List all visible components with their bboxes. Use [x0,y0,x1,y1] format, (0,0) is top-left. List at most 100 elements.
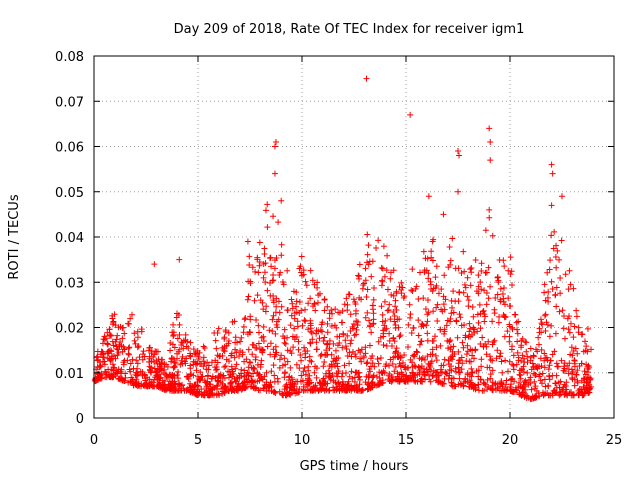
data-point [228,363,235,370]
data-point [487,283,494,290]
data-point [548,161,555,168]
data-point [548,278,555,285]
data-point [495,319,502,326]
data-point [218,385,225,392]
data-point [240,329,247,336]
x-tick-label: 25 [606,433,623,448]
data-point [121,346,128,353]
data-point [256,371,263,378]
data-point [113,336,120,343]
data-point [278,352,285,359]
data-point [298,307,305,314]
data-point [158,360,165,367]
x-axis-label: GPS time / hours [300,459,409,474]
data-point [245,293,252,300]
data-point [154,368,161,375]
data-point [541,312,548,319]
data-point [500,284,507,291]
data-point [573,371,580,378]
data-point [363,75,370,82]
data-point [392,364,399,371]
data-point [195,353,202,360]
data-point [523,339,530,346]
data-point [365,242,372,249]
data-point [148,350,155,357]
data-point [253,317,260,324]
x-tick-label: 5 [194,433,202,448]
data-point [316,379,323,386]
data-point [456,152,463,159]
data-point [114,369,121,376]
data-point [487,371,494,378]
data-point [537,355,544,362]
data-point [550,245,557,252]
data-point [247,329,254,336]
data-point [354,322,361,329]
data-point [517,375,524,382]
data-point [307,267,314,274]
data-point [506,321,513,328]
data-point [307,295,314,302]
data-point [112,322,119,329]
data-point [564,362,571,369]
data-point [233,349,240,356]
data-point [232,365,239,372]
data-point [270,362,277,369]
data-point [538,320,545,327]
data-point [491,310,498,317]
data-point [408,287,415,294]
data-point [171,364,178,371]
data-point [366,342,373,349]
data-point [267,351,274,358]
data-point [481,287,488,294]
data-point [279,391,286,398]
data-point [272,330,279,337]
data-point [430,236,437,243]
data-point [483,269,490,276]
data-point [159,382,166,389]
data-point [325,367,332,374]
data-point [385,307,392,314]
data-point [478,356,485,363]
data-point [186,384,193,391]
data-point [579,331,586,338]
data-point [549,170,556,177]
data-point [446,244,453,251]
data-point [298,372,305,379]
data-point [263,303,270,310]
data-point [347,311,354,318]
data-point [553,284,560,291]
data-point [188,387,195,394]
data-point [387,275,394,282]
data-point [506,338,513,345]
data-point [447,355,454,362]
data-point [113,343,120,350]
data-point [345,378,352,385]
data-point [554,247,561,254]
data-point [380,342,387,349]
data-point [483,351,490,358]
data-point [324,320,331,327]
data-point [493,355,500,362]
data-point [268,263,275,270]
data-point [271,170,278,177]
data-point [437,366,444,373]
data-point [374,381,381,388]
data-point [332,347,339,354]
data-point [433,304,440,311]
data-point [519,384,526,391]
data-point [331,322,338,329]
data-point [473,368,480,375]
data-point [226,358,233,365]
data-point [125,345,132,352]
data-point [193,390,200,397]
data-point [432,352,439,359]
data-point [388,378,395,385]
data-point [120,361,127,368]
data-point [430,367,437,374]
data-point [507,376,514,383]
data-point [461,322,468,329]
data-point [125,320,132,327]
data-point [237,384,244,391]
data-point [391,338,398,345]
